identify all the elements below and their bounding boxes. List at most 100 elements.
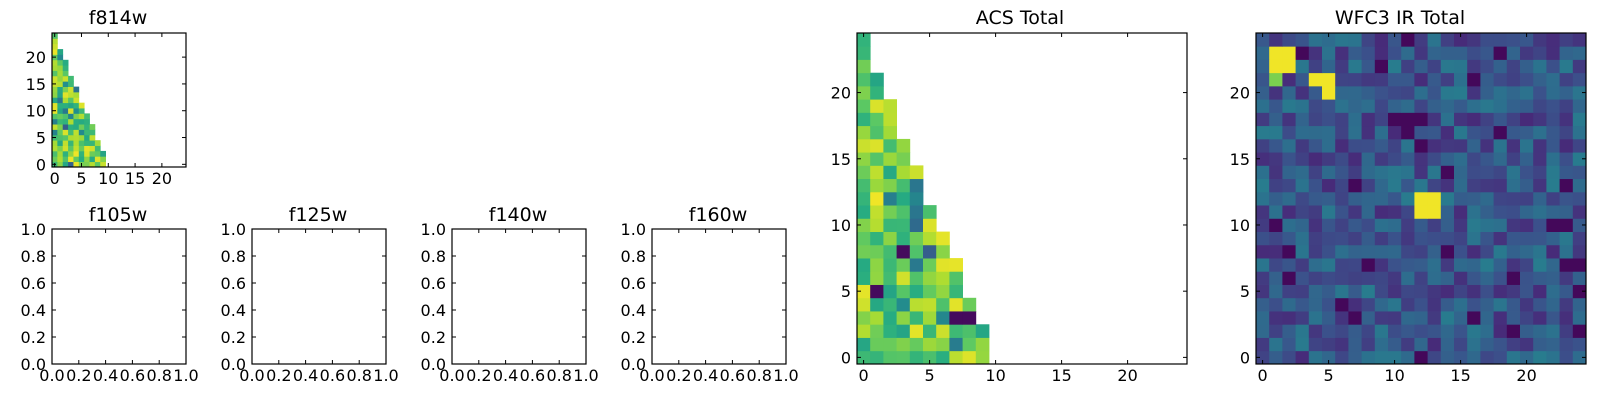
heatmap-cell	[1335, 284, 1349, 299]
heatmap-cell	[896, 284, 911, 299]
heatmap-cell	[1335, 297, 1349, 312]
heatmap-cell	[1282, 337, 1296, 352]
heatmap-cell	[1295, 191, 1310, 206]
heatmap-cell	[1308, 231, 1323, 246]
heatmap-cell	[1493, 72, 1508, 87]
heatmap-cell	[1388, 191, 1402, 206]
heatmap-cell	[1282, 72, 1296, 87]
y-tick-label: 0.0	[21, 355, 46, 374]
heatmap-cell	[1454, 231, 1468, 246]
heatmap-cell	[1427, 231, 1442, 246]
heatmap-cell	[1533, 152, 1547, 166]
heatmap-cell	[1308, 271, 1323, 285]
x-tick-label: 5	[925, 366, 935, 385]
heatmap-cell	[1480, 85, 1494, 100]
heatmap-cells-f814w	[52, 33, 106, 168]
heatmap-cell	[57, 108, 64, 114]
heatmap-cell	[857, 59, 871, 74]
x-tick-label: 0.6	[720, 366, 745, 385]
heatmap-cell	[1454, 191, 1468, 206]
y-tick-label: 0.2	[421, 328, 446, 347]
heatmap-cell	[1440, 178, 1455, 193]
heatmap-cell	[883, 138, 897, 153]
heatmap-cell	[1295, 231, 1310, 246]
heatmap-cell	[883, 271, 897, 285]
panel-title-f140w: f140w	[489, 204, 548, 226]
heatmap-cell	[1308, 258, 1323, 272]
heatmap-cell	[1401, 112, 1415, 127]
heatmap-cell	[1322, 284, 1336, 299]
heatmap-cell	[1374, 85, 1389, 100]
heatmap-cell	[78, 113, 85, 120]
heatmap-cell	[1546, 59, 1560, 74]
heatmap-cell	[1493, 33, 1508, 47]
heatmap-cell	[896, 205, 911, 219]
heatmap-cell	[1361, 218, 1376, 232]
heatmap-cell	[1374, 350, 1389, 365]
heatmap-cell	[57, 97, 64, 104]
heatmap-cell	[1374, 178, 1389, 193]
heatmap-cell	[1388, 125, 1402, 140]
heatmap-cell	[73, 108, 80, 114]
heatmap-cell	[52, 113, 58, 120]
heatmap-cell	[1454, 350, 1468, 365]
heatmap-cell	[923, 311, 937, 325]
heatmap-cell	[1374, 72, 1389, 87]
heatmap-cell	[1559, 284, 1574, 299]
heatmap-cell	[1427, 125, 1442, 140]
heatmap-cell	[68, 97, 74, 104]
heatmap-cell	[52, 97, 58, 104]
heatmap-cell	[1308, 165, 1323, 180]
heatmap-cell	[1480, 244, 1494, 259]
heatmap-cell	[1335, 258, 1349, 272]
heatmap-cell	[1467, 46, 1481, 60]
heatmap-cell	[1520, 324, 1534, 338]
heatmap-cell	[909, 205, 924, 219]
heatmap-cell	[883, 231, 897, 246]
heatmap-cell	[84, 156, 90, 163]
heatmap-cell	[1559, 324, 1574, 338]
heatmap-cell	[62, 134, 69, 141]
panel-title-f814w: f814w	[89, 7, 148, 29]
heatmap-cell	[1335, 337, 1349, 352]
heatmap-cell	[1533, 324, 1547, 338]
heatmap-cell	[1269, 178, 1283, 193]
heatmap-cell	[1348, 178, 1362, 193]
heatmap-cell	[1572, 311, 1587, 325]
heatmap-cell	[975, 337, 990, 352]
heatmap-cell	[1308, 311, 1323, 325]
heatmap-cell	[1414, 138, 1428, 153]
heatmap-cell	[1282, 311, 1296, 325]
heatmap-cell	[1401, 165, 1415, 180]
heatmap-cell	[1335, 350, 1349, 365]
heatmap-cell	[73, 102, 80, 109]
heatmap-cell	[52, 102, 58, 109]
heatmap-cell	[73, 150, 80, 157]
heatmap-cell	[1520, 152, 1534, 166]
heatmap-cell	[1440, 191, 1455, 206]
heatmap-cell	[1520, 125, 1534, 140]
heatmap-cell	[1401, 33, 1415, 47]
heatmap-cell	[1546, 191, 1560, 206]
heatmap-cell	[1269, 138, 1283, 153]
heatmap-cell	[936, 258, 950, 272]
heatmap-cell	[1533, 138, 1547, 153]
heatmap-cell	[57, 59, 64, 66]
heatmap-cell	[1295, 311, 1310, 325]
heatmap-cell	[62, 70, 69, 77]
heatmap-cell	[1546, 350, 1560, 365]
heatmap-cell	[1401, 125, 1415, 140]
heatmap-cell	[57, 134, 64, 141]
heatmap-cell	[1322, 138, 1336, 153]
heatmap-cell	[84, 129, 90, 136]
heatmap-cell	[1427, 258, 1442, 272]
heatmap-cell	[1282, 59, 1296, 74]
heatmap-cell	[57, 102, 64, 109]
heatmap-cell	[73, 86, 80, 93]
x-tick-label: 0.6	[520, 366, 545, 385]
heatmap-cell	[1467, 59, 1481, 74]
heatmap-cell	[57, 113, 64, 120]
heatmap-cell	[1427, 271, 1442, 285]
heatmap-cell	[94, 145, 101, 152]
x-tick-label: 0	[50, 169, 60, 188]
